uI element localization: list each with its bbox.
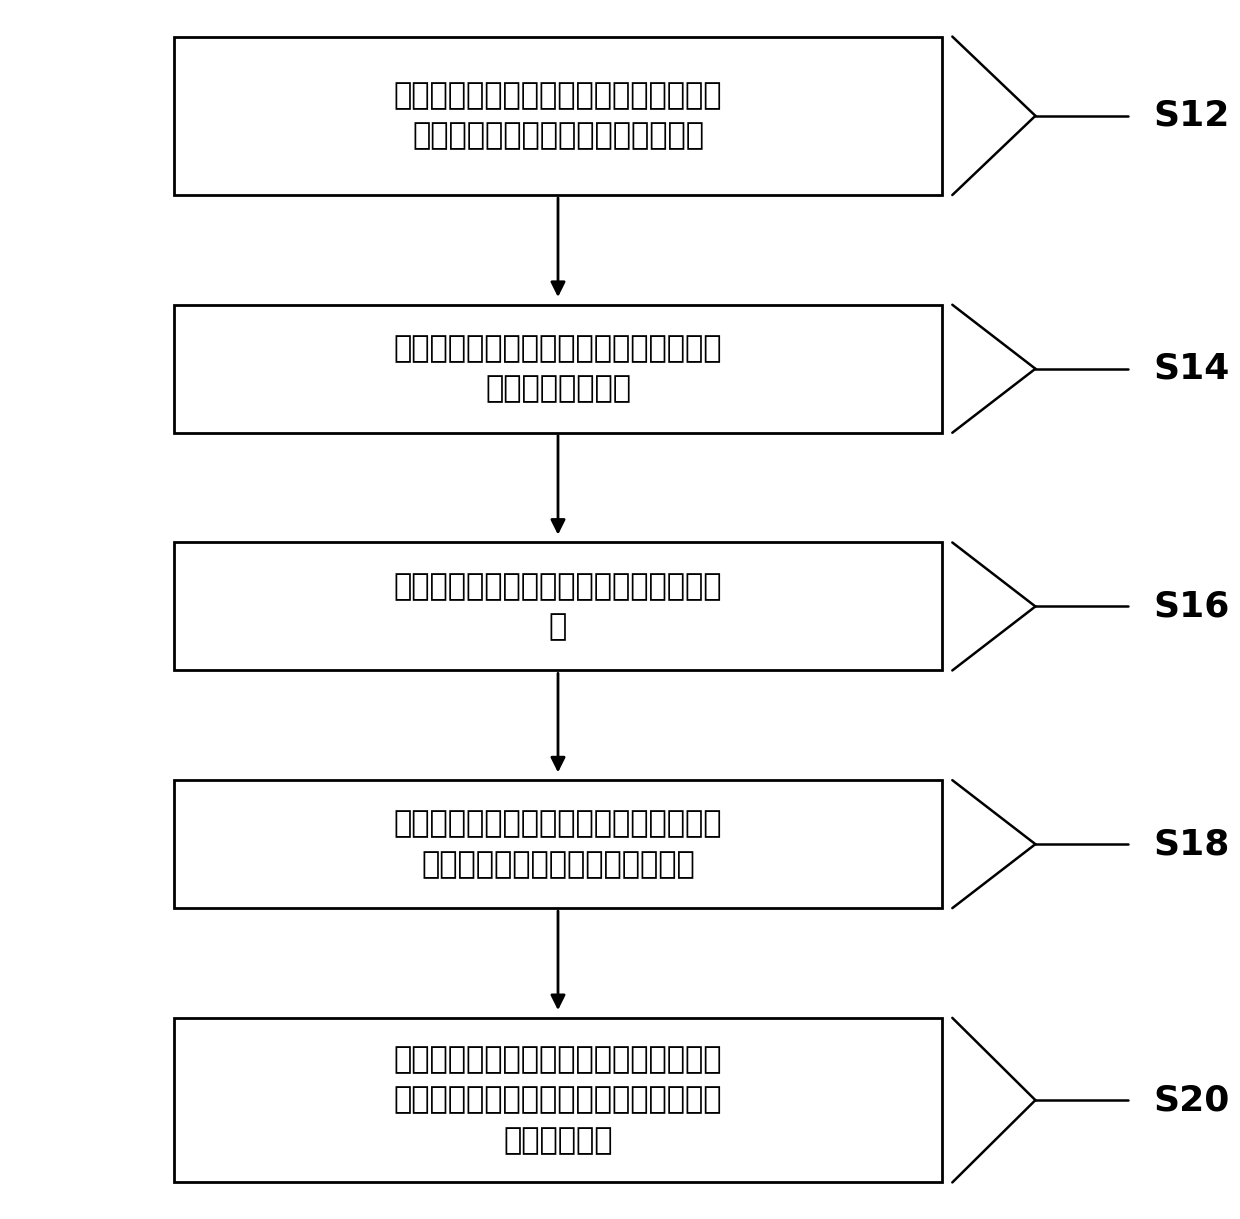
FancyBboxPatch shape [174, 1018, 942, 1182]
Text: 获取功率分配器件的工作频率，以及所述
功率分配器件的输出端的功分比范围: 获取功率分配器件的工作频率，以及所述 功率分配器件的输出端的功分比范围 [394, 80, 722, 151]
Text: 调用与所述功率分配器件相对应的仿真模
型: 调用与所述功率分配器件相对应的仿真模 型 [394, 572, 722, 641]
Text: S20: S20 [1153, 1084, 1230, 1117]
Text: 根据所述工作频率以及所述功分比范围，
确定基准功频信息: 根据所述工作频率以及所述功分比范围， 确定基准功频信息 [394, 334, 722, 403]
Text: S18: S18 [1153, 828, 1230, 861]
FancyBboxPatch shape [174, 305, 942, 433]
FancyBboxPatch shape [174, 780, 942, 908]
Text: S14: S14 [1153, 352, 1230, 385]
FancyBboxPatch shape [174, 37, 942, 195]
Text: S12: S12 [1153, 99, 1230, 133]
Text: 当所述实时功频信息与所述基准功频信息
匹配时，输出所述实时功频信息对应的所
述传输线参数: 当所述实时功频信息与所述基准功频信息 匹配时，输出所述实时功频信息对应的所 述传… [394, 1045, 722, 1156]
Text: 调节所述仿真模型的传输线参数，并获取
所述仿真模型输出的实时功频信息: 调节所述仿真模型的传输线参数，并获取 所述仿真模型输出的实时功频信息 [394, 809, 722, 879]
Text: S16: S16 [1153, 590, 1230, 623]
FancyBboxPatch shape [174, 542, 942, 670]
